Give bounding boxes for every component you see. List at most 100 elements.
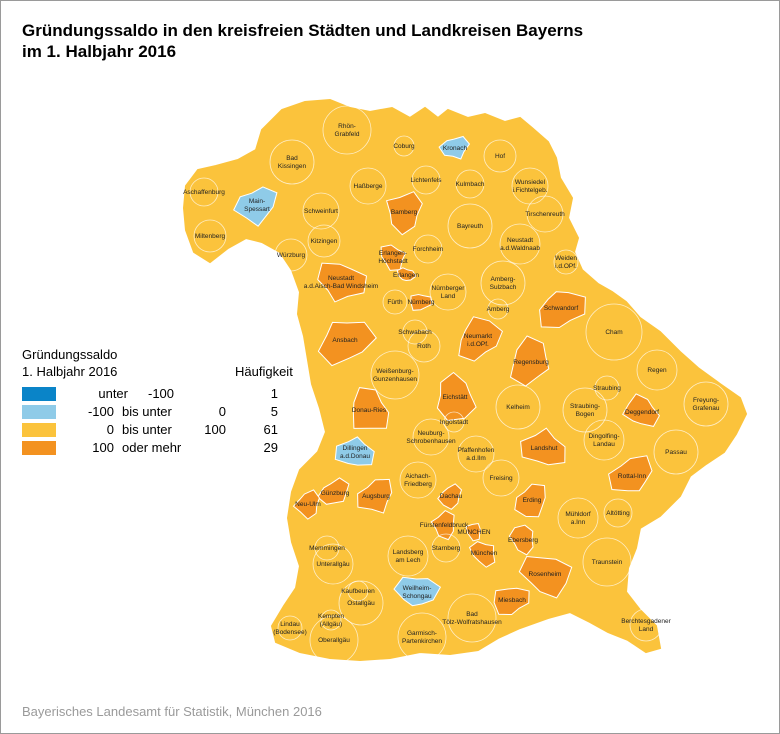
region-label: Neuburg-Schrobenhausen — [406, 430, 456, 445]
region-label: Neu-Ulm — [295, 501, 321, 508]
region-dachau — [437, 483, 463, 510]
region-neustadt-a-d-waldnaab — [499, 223, 541, 265]
region-ingolstadt — [443, 411, 465, 433]
legend-row: unter -100 1 — [22, 386, 312, 403]
legend-count: 1 — [270, 386, 278, 401]
title-line-2: im 1. Halbjahr 2016 — [22, 42, 177, 61]
region-pfaffenhofen-a-d-ilm — [457, 435, 495, 473]
region-bad-tölz-wolfratshausen — [447, 593, 497, 643]
region-rhön-grabfeld — [322, 105, 372, 155]
region-neustadt-a-d-aisch-bad-windsheim — [317, 262, 368, 303]
legend-row: 100 oder mehr 29 — [22, 440, 312, 457]
legend-lower: 100 — [92, 440, 114, 455]
region-label: Ebersberg — [508, 537, 538, 544]
region-label: Deggendorf — [625, 409, 659, 416]
region-label: Dingolfing-Landau — [588, 433, 619, 448]
region-kelheim — [495, 384, 541, 430]
region-label: Schweinfurt — [304, 208, 338, 215]
region-oberallgäu — [309, 615, 359, 665]
legend-upper: 100 — [204, 422, 226, 437]
region-label: Neustadt a.d.Waldnaab — [500, 237, 540, 252]
region-label: Augsburg — [362, 493, 390, 500]
title-line-1: Gründungssaldo in den kreisfreien Städte… — [22, 21, 584, 40]
region-label: Weißenburg-Gunzenhausen — [373, 368, 417, 383]
region-unterallgäu — [312, 543, 354, 585]
region-label: Ostallgäu — [347, 600, 375, 607]
region-label: Passau — [665, 449, 687, 456]
region-label: Coburg — [393, 143, 415, 150]
region-label: Weiden i.d.OPf. — [555, 255, 577, 270]
legend-swatch — [22, 423, 56, 437]
region-label: Kelheim — [506, 404, 529, 411]
region-fürstenfeldbruck — [430, 509, 455, 541]
region-dillingen-a-d-donau — [334, 436, 375, 466]
region-dingolfing-landau — [583, 419, 625, 461]
region-label: Miltenberg — [195, 233, 226, 240]
legend-row: 0 bis unter 100 61 — [22, 422, 312, 439]
map-title: Gründungssaldo in den kreisfreien Städte… — [22, 20, 583, 62]
region-münchen — [465, 522, 481, 542]
legend-count: 29 — [263, 440, 278, 455]
region-freising — [482, 459, 520, 497]
region-landshut — [520, 427, 566, 466]
region-label: Main-Spessart — [244, 198, 270, 213]
region-label: München — [471, 550, 498, 557]
region-label: Donau-Ries — [352, 407, 387, 414]
region-label: Neustadt a.d.Aisch-Bad Windsheim — [304, 275, 378, 290]
region-label: Erlangen — [393, 272, 419, 279]
region-kitzingen — [307, 224, 341, 258]
legend-count: 61 — [263, 422, 278, 437]
legend-mid: bis unter — [122, 404, 172, 419]
region-regensburg — [509, 335, 550, 387]
region-label: Günzburg — [321, 490, 350, 497]
region-günzburg — [317, 477, 350, 505]
legend-lower: unter — [98, 386, 128, 401]
region-lindau-bodensee- — [277, 615, 303, 641]
legend-swatch — [22, 405, 56, 419]
region-label: Straubing-Bogen — [570, 403, 600, 418]
region-label: Amberg-Sulzbach — [490, 276, 517, 291]
region-label: Traunstein — [592, 559, 623, 566]
region-label: Dillingen a.d.Donau — [340, 445, 370, 460]
region-memmingen — [314, 535, 340, 561]
region-hof — [483, 139, 517, 173]
region-rosenheim — [518, 555, 573, 599]
legend-title-line-2: 1. Halbjahr 2016 — [22, 364, 118, 379]
region-amberg-sulzbach — [480, 260, 526, 306]
region-bamberg — [385, 191, 423, 236]
region-bad-kissingen — [269, 139, 315, 185]
region-label: Freising — [489, 475, 513, 482]
legend-count: 5 — [270, 404, 278, 419]
region-main-spessart — [233, 186, 278, 227]
region-label: Amberg — [487, 306, 510, 313]
region-neu-ulm — [292, 489, 320, 520]
region-label: Mühldorf a.Inn — [565, 511, 590, 526]
region-label: Eichstätt — [443, 394, 468, 401]
region-mühldorf-a-inn — [557, 497, 599, 539]
region-label: Bad Tölz-Wolfratshausen — [442, 611, 502, 626]
region-münchen — [468, 541, 496, 568]
region-weilheim-schongau — [393, 576, 442, 607]
region-label: Rosenheim — [529, 571, 562, 578]
region-cham — [585, 303, 643, 361]
region-straubing — [594, 375, 620, 401]
region-label: Starnberg — [432, 545, 461, 552]
region-traunstein — [582, 537, 632, 587]
region-nürnberg — [410, 293, 433, 311]
region-miltenberg — [193, 219, 227, 253]
region-label: Ansbach — [332, 337, 358, 344]
region-label: Aichach-Friedberg — [404, 473, 432, 488]
region-straubing-bogen — [562, 387, 608, 433]
region-label: Pfaffenhofen a.d.Ilm — [458, 447, 495, 462]
region-label: Berchtesgadener Land — [621, 618, 671, 633]
region-label: Miesbach — [498, 597, 526, 604]
region-aichach-friedberg — [399, 461, 437, 499]
region-passau — [653, 429, 699, 475]
region-label: Straubing — [593, 385, 621, 392]
region-label: Erding — [523, 497, 542, 504]
region-neumarkt-i-d-opf- — [458, 316, 504, 362]
region-label: Tirschenreuth — [525, 211, 565, 218]
region-erding — [514, 483, 546, 518]
region-berchtesgadener-land — [629, 608, 663, 642]
